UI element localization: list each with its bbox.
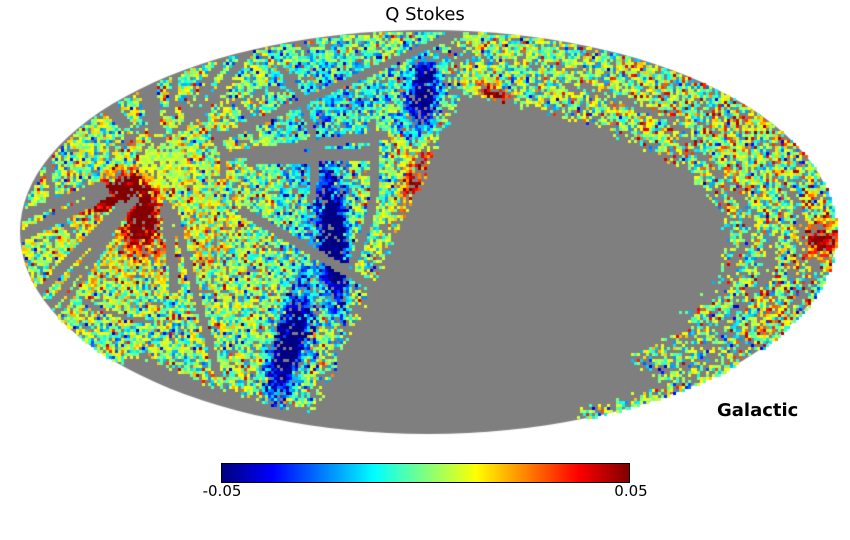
colorbar-max-tick: 0.05 [614,482,648,500]
colorbar-gradient [222,464,629,482]
colorbar [221,463,630,483]
chart-title: Q Stokes [385,4,465,25]
sky-map-canvas [0,0,850,450]
colorbar-min-tick: -0.05 [202,482,242,500]
coordinate-system-label: Galactic [717,400,799,421]
